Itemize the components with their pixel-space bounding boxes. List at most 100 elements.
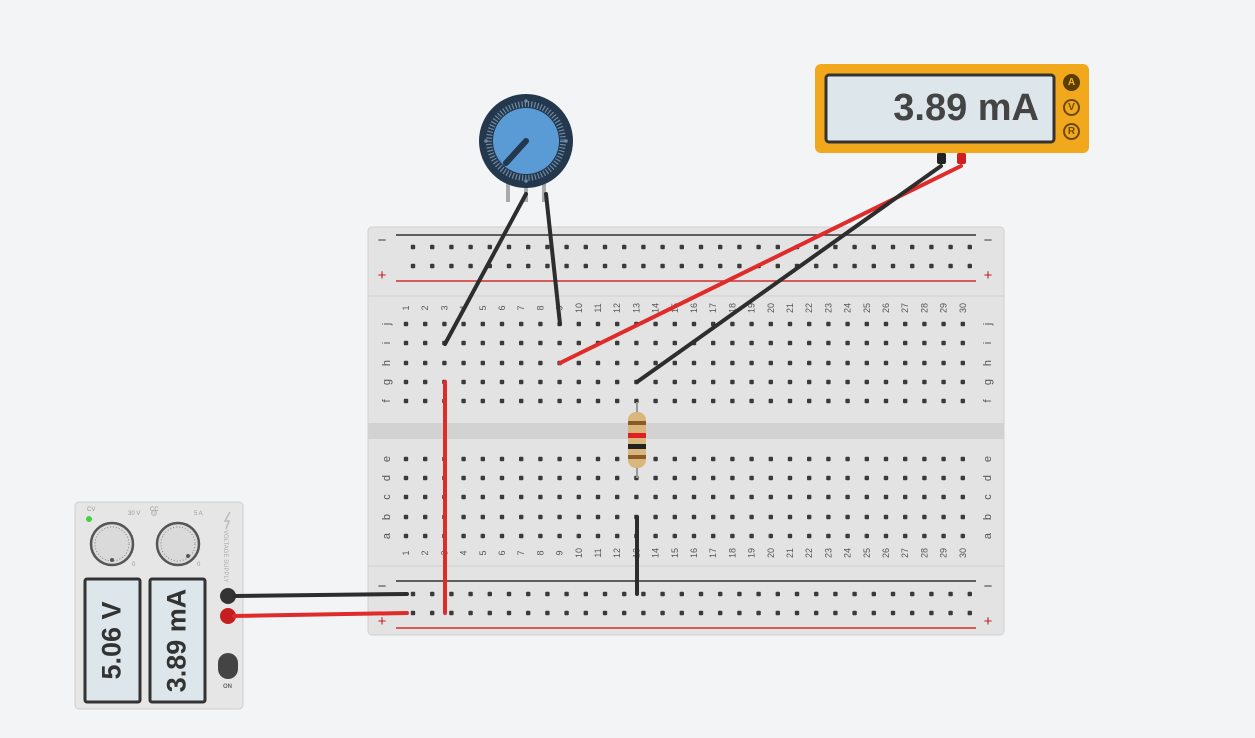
breadboard-hole[interactable] [807, 514, 812, 520]
rail-hole[interactable] [430, 244, 435, 250]
rail-hole[interactable] [449, 244, 454, 250]
mode-voltmeter-button[interactable]: V [1063, 99, 1080, 116]
breadboard-hole[interactable] [653, 514, 658, 520]
breadboard-hole[interactable] [672, 456, 677, 462]
breadboard-hole[interactable] [519, 321, 524, 327]
rail-hole[interactable] [526, 263, 531, 269]
breadboard-hole[interactable] [730, 514, 735, 520]
breadboard-hole[interactable] [480, 379, 485, 385]
breadboard-hole[interactable] [883, 494, 889, 500]
breadboard-hole[interactable] [864, 494, 869, 500]
breadboard-hole[interactable] [519, 360, 524, 366]
breadboard-hole[interactable] [672, 340, 677, 346]
breadboard-hole[interactable] [960, 360, 965, 366]
breadboard-hole[interactable] [711, 514, 716, 520]
breadboard-hole[interactable] [864, 321, 869, 327]
breadboard-hole[interactable] [499, 475, 505, 481]
breadboard-hole[interactable] [480, 494, 485, 500]
breadboard-hole[interactable] [922, 321, 927, 327]
breadboard-hole[interactable] [960, 533, 965, 539]
breadboard-hole[interactable] [595, 494, 601, 500]
breadboard-hole[interactable] [576, 475, 581, 481]
rail-hole[interactable] [679, 591, 684, 597]
breadboard-hole[interactable] [557, 475, 562, 481]
rail-hole[interactable] [506, 244, 512, 250]
breadboard-hole[interactable] [691, 456, 697, 462]
breadboard-hole[interactable] [519, 398, 524, 404]
breadboard-hole[interactable] [845, 475, 850, 481]
breadboard-hole[interactable] [538, 340, 543, 346]
rail-hole[interactable] [967, 263, 972, 269]
rail-hole[interactable] [506, 610, 512, 616]
rail-hole[interactable] [449, 610, 454, 616]
breadboard-hole[interactable] [691, 398, 697, 404]
breadboard-hole[interactable] [480, 340, 485, 346]
breadboard-hole[interactable] [864, 340, 869, 346]
rail-hole[interactable] [948, 244, 953, 250]
breadboard-hole[interactable] [423, 398, 428, 404]
breadboard-hole[interactable] [749, 360, 754, 366]
breadboard-hole[interactable] [499, 321, 505, 327]
breadboard-hole[interactable] [672, 533, 677, 539]
breadboard-hole[interactable] [807, 398, 812, 404]
breadboard-hole[interactable] [595, 379, 601, 385]
breadboard-hole[interactable] [864, 514, 869, 520]
breadboard-hole[interactable] [461, 475, 466, 481]
breadboard-hole[interactable] [787, 321, 793, 327]
breadboard-hole[interactable] [730, 494, 735, 500]
breadboard-hole[interactable] [768, 379, 773, 385]
rail-hole[interactable] [775, 610, 780, 616]
breadboard-hole[interactable] [672, 475, 677, 481]
breadboard-hole[interactable] [461, 533, 466, 539]
breadboard-hole[interactable] [519, 475, 524, 481]
rail-hole[interactable] [910, 263, 915, 269]
breadboard-hole[interactable] [960, 398, 965, 404]
breadboard-hole[interactable] [883, 340, 889, 346]
breadboard-hole[interactable] [730, 321, 735, 327]
rail-hole[interactable] [410, 244, 416, 250]
rail-hole[interactable] [564, 591, 569, 597]
current-knob[interactable] [155, 521, 201, 567]
breadboard-hole[interactable] [941, 475, 946, 481]
breadboard-hole[interactable] [442, 360, 447, 366]
breadboard-hole[interactable] [903, 475, 908, 481]
potentiometer[interactable] [479, 94, 573, 202]
rail-hole[interactable] [564, 244, 569, 250]
breadboard-hole[interactable] [634, 494, 639, 500]
breadboard-hole[interactable] [711, 379, 716, 385]
breadboard-hole[interactable] [672, 398, 677, 404]
rail-hole[interactable] [737, 263, 742, 269]
rail-hole[interactable] [718, 244, 723, 250]
rail-hole[interactable] [929, 263, 934, 269]
breadboard-hole[interactable] [403, 456, 409, 462]
breadboard-hole[interactable] [864, 379, 869, 385]
breadboard-hole[interactable] [423, 340, 428, 346]
breadboard-hole[interactable] [711, 398, 716, 404]
breadboard-hole[interactable] [749, 533, 754, 539]
rail-hole[interactable] [468, 263, 473, 269]
rail-hole[interactable] [833, 263, 838, 269]
breadboard-hole[interactable] [883, 533, 889, 539]
breadboard-hole[interactable] [691, 379, 697, 385]
rail-hole[interactable] [871, 591, 876, 597]
breadboard-hole[interactable] [922, 340, 927, 346]
rail-hole[interactable] [948, 263, 953, 269]
breadboard-hole[interactable] [442, 321, 447, 327]
breadboard-hole[interactable] [883, 379, 889, 385]
breadboard-hole[interactable] [826, 494, 831, 500]
rail-hole[interactable] [430, 263, 435, 269]
breadboard-hole[interactable] [538, 360, 543, 366]
breadboard-hole[interactable] [615, 398, 620, 404]
breadboard-hole[interactable] [499, 340, 505, 346]
rail-hole[interactable] [890, 610, 896, 616]
breadboard-hole[interactable] [903, 514, 908, 520]
breadboard-hole[interactable] [941, 321, 946, 327]
breadboard-hole[interactable] [730, 398, 735, 404]
rail-hole[interactable] [852, 591, 857, 597]
breadboard-hole[interactable] [749, 494, 754, 500]
breadboard-hole[interactable] [423, 533, 428, 539]
breadboard-hole[interactable] [461, 340, 466, 346]
rail-hole[interactable] [660, 591, 665, 597]
rail-hole[interactable] [948, 610, 953, 616]
power-switch[interactable] [218, 653, 238, 679]
